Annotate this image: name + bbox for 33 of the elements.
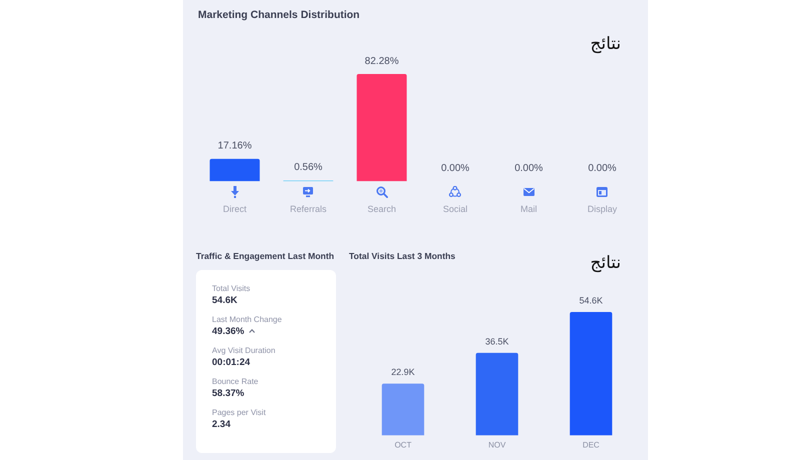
category-label: Bounce Rate [212, 376, 260, 387]
data-label: 36.5K [485, 336, 509, 346]
category-label: Pages per Visit [212, 407, 267, 418]
x-tick-label: OCT [394, 440, 412, 450]
x-tick-label: NOV [488, 440, 506, 450]
category-label: Avg Visit Duration [212, 345, 276, 356]
x-tick-label: DEC [582, 440, 600, 450]
text: نتائج [590, 252, 621, 274]
text: 58.37% [212, 388, 244, 399]
text: Traffic & Engagement Last Month [196, 250, 334, 263]
category-label: Last Month Change [212, 314, 283, 325]
data-label: 54.6K [579, 295, 603, 306]
chart-title: Total Visits Last 3 Months [349, 250, 456, 263]
x-tick-label: Search [367, 204, 396, 214]
data-label: 0.56% [294, 162, 323, 174]
chart-title: Marketing Channels Distribution [198, 9, 360, 22]
x-tick-label: Display [587, 204, 618, 214]
text: 49.36% [212, 326, 244, 337]
text: نتائج [590, 33, 621, 55]
x-tick-label: Social [442, 204, 468, 214]
text: 2.34 [212, 419, 230, 430]
x-tick-label: Mail [520, 204, 538, 214]
data-label: 0.00% [441, 162, 470, 174]
data-label: 0.00% [514, 162, 544, 174]
x-tick-label: Referrals [290, 204, 327, 214]
data-label: 22.9K [391, 367, 415, 378]
data-label: 17.16% [218, 140, 252, 152]
text: 54.6K [212, 295, 238, 306]
text: 00:01:24 [212, 357, 250, 368]
category-label: Total Visits [212, 283, 252, 294]
data-label: 0.00% [588, 162, 617, 174]
x-tick-label: Direct [222, 204, 247, 214]
data-label: 82.28% [364, 56, 399, 67]
